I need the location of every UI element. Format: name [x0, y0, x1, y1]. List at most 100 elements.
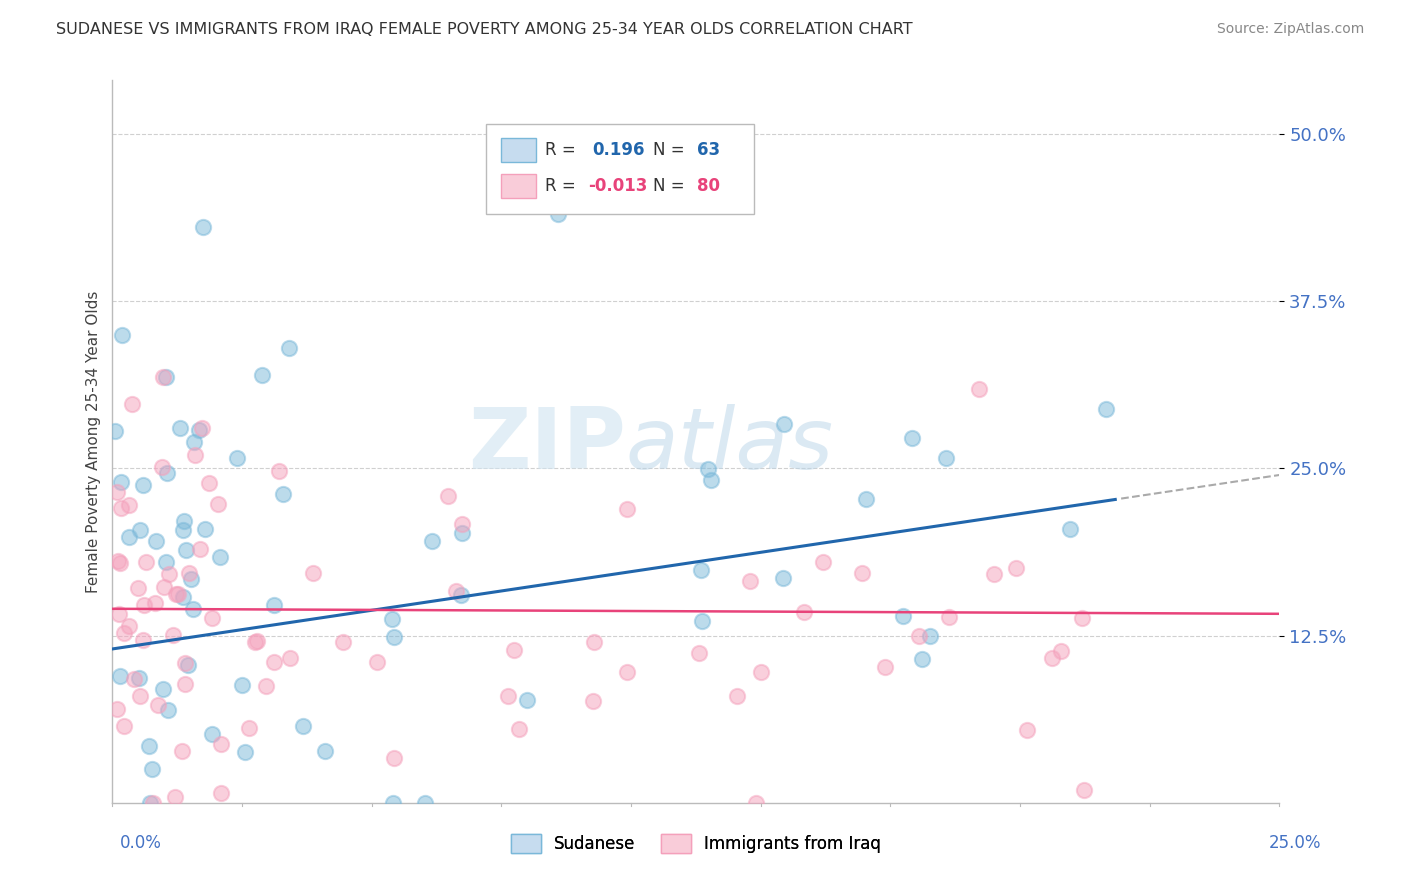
Text: 0.0%: 0.0% [120, 834, 162, 852]
Y-axis label: Female Poverty Among 25-34 Year Olds: Female Poverty Among 25-34 Year Olds [86, 291, 101, 592]
Sudanese [451, 525, 474, 540]
Sudanese [183, 434, 205, 449]
Sudanese [855, 491, 877, 506]
Immigrants from Iraq [132, 599, 155, 613]
Immigrants from Iraq [582, 694, 605, 708]
Sudanese [772, 571, 794, 585]
Immigrants from Iraq [938, 610, 960, 624]
Immigrants from Iraq [508, 723, 530, 737]
Immigrants from Iraq [873, 660, 896, 674]
Sudanese [169, 421, 191, 435]
Sudanese [692, 614, 714, 628]
Immigrants from Iraq [1017, 723, 1039, 738]
Immigrants from Iraq [983, 567, 1005, 582]
Sudanese [271, 487, 294, 501]
Immigrants from Iraq [811, 555, 834, 569]
Immigrants from Iraq [152, 580, 174, 594]
Sudanese [191, 220, 214, 235]
Immigrants from Iraq [1040, 650, 1063, 665]
Immigrants from Iraq [152, 370, 174, 384]
Sudanese [381, 796, 404, 810]
Sudanese [132, 478, 155, 492]
Immigrants from Iraq [112, 626, 135, 640]
Immigrants from Iraq [105, 702, 128, 716]
Immigrants from Iraq [162, 628, 184, 642]
Immigrants from Iraq [267, 464, 290, 478]
Immigrants from Iraq [496, 689, 519, 703]
Sudanese [226, 450, 249, 465]
Immigrants from Iraq [616, 501, 638, 516]
Sudanese [690, 563, 713, 577]
Immigrants from Iraq [503, 642, 526, 657]
Immigrants from Iraq [170, 744, 193, 758]
Sudanese [381, 612, 404, 626]
Sudanese [278, 341, 301, 355]
Immigrants from Iraq [582, 635, 605, 649]
Immigrants from Iraq [174, 677, 197, 691]
Sudanese [172, 523, 194, 537]
Immigrants from Iraq [110, 501, 132, 516]
Text: N =: N = [652, 141, 690, 159]
Immigrants from Iraq [145, 596, 167, 610]
Text: N =: N = [652, 178, 690, 195]
Sudanese [155, 369, 177, 384]
Sudanese [231, 678, 253, 692]
Immigrants from Iraq [851, 566, 873, 581]
Immigrants from Iraq [177, 566, 200, 580]
Immigrants from Iraq [332, 635, 354, 649]
Sudanese [516, 693, 538, 707]
Sudanese [188, 423, 211, 437]
Legend: Sudanese, Immigrants from Iraq: Sudanese, Immigrants from Iraq [505, 827, 887, 860]
Immigrants from Iraq [1073, 782, 1095, 797]
Sudanese [1095, 401, 1118, 416]
Immigrants from Iraq [1071, 611, 1094, 625]
Immigrants from Iraq [436, 489, 458, 503]
Immigrants from Iraq [129, 689, 152, 703]
Immigrants from Iraq [382, 751, 405, 765]
Sudanese [194, 522, 217, 536]
Text: 63: 63 [697, 141, 720, 159]
Sudanese [156, 467, 179, 481]
Sudanese [110, 475, 132, 489]
Immigrants from Iraq [749, 665, 772, 680]
Sudanese [252, 368, 274, 382]
FancyBboxPatch shape [501, 138, 536, 162]
Sudanese [263, 599, 285, 613]
Sudanese [152, 681, 174, 696]
FancyBboxPatch shape [501, 174, 536, 198]
Sudanese [118, 530, 141, 544]
Sudanese [177, 658, 200, 673]
Immigrants from Iraq [198, 475, 221, 490]
Sudanese [201, 727, 224, 741]
Immigrants from Iraq [451, 517, 474, 532]
Sudanese [183, 601, 205, 615]
Sudanese [1059, 522, 1081, 536]
Text: ZIP: ZIP [468, 404, 626, 487]
Immigrants from Iraq [121, 397, 143, 411]
Sudanese [291, 719, 314, 733]
Immigrants from Iraq [744, 796, 766, 810]
Immigrants from Iraq [118, 619, 141, 633]
Immigrants from Iraq [616, 665, 638, 680]
Text: -0.013: -0.013 [589, 178, 648, 195]
Immigrants from Iraq [907, 629, 929, 643]
Sudanese [413, 796, 436, 810]
Immigrants from Iraq [191, 421, 214, 435]
Sudanese [128, 671, 150, 685]
Immigrants from Iraq [110, 557, 132, 571]
Immigrants from Iraq [165, 789, 187, 804]
Immigrants from Iraq [135, 556, 157, 570]
Sudanese [314, 744, 336, 758]
Immigrants from Iraq [366, 655, 388, 669]
Immigrants from Iraq [188, 541, 211, 556]
Immigrants from Iraq [146, 698, 169, 713]
Immigrants from Iraq [209, 786, 232, 800]
Immigrants from Iraq [207, 497, 229, 511]
Immigrants from Iraq [245, 634, 267, 648]
Immigrants from Iraq [105, 484, 128, 499]
Immigrants from Iraq [688, 646, 710, 660]
Immigrants from Iraq [278, 651, 301, 665]
Immigrants from Iraq [173, 656, 195, 670]
Immigrants from Iraq [150, 460, 173, 475]
Sudanese [901, 431, 924, 445]
